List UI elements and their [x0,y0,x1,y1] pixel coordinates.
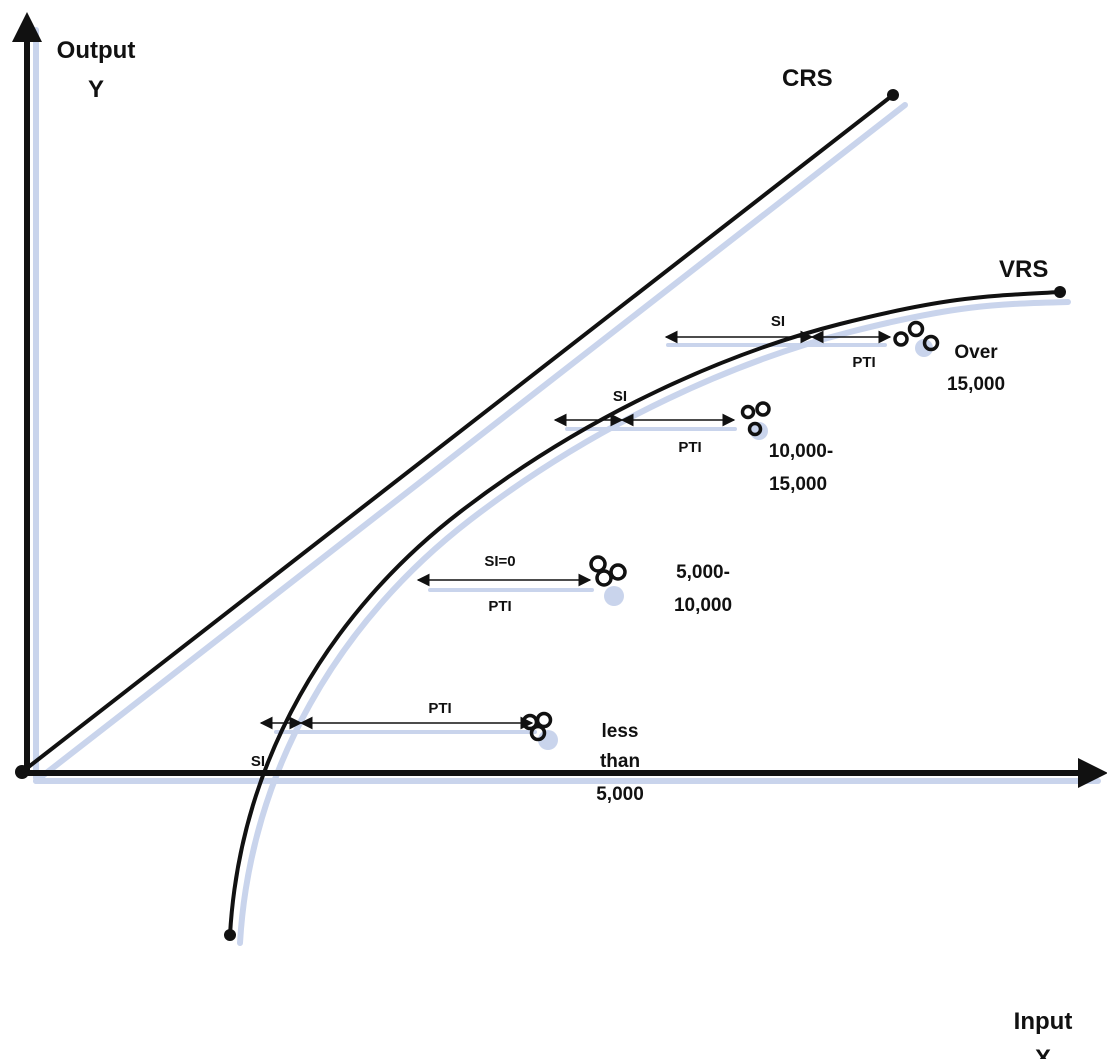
group-label-over-15000-line2: 15,000 [947,374,1005,395]
si-label-less-than-5000: SI [251,753,265,770]
pti-label-less-than-5000: PTI [428,700,451,717]
group-label-less-than-5000-line1: less [602,721,639,742]
group-label-less-than-5000-line2: than [600,751,640,772]
vrs-endpoint [1054,286,1066,298]
group-label-10000-15000-line1: 10,000- [769,441,833,462]
group-label-less-than-5000-line3: 5,000 [596,784,644,805]
x-axis-label-line2: X [1035,1045,1051,1059]
axes [11,12,1107,788]
group-label-over-15000-line1: Over [954,342,998,363]
y-axis-label-line2: Y [88,76,104,103]
y-axis-label-line1: Output [57,37,136,64]
pti-label-over-15000: PTI [852,354,875,371]
x-axis-label-line1: Input [1014,1008,1073,1035]
crs-line [20,93,895,774]
vrs-curve [228,290,1061,936]
si-label-5000-10000: SI=0 [484,553,515,570]
shadow-layer [33,27,1101,946]
crs-label: CRS [782,65,833,92]
cluster-icon-less-than-5000 [521,711,553,742]
cluster-icon-over-15000 [893,320,940,352]
si-label-over-15000: SI [771,313,785,330]
cluster-icon-5000-10000 [589,555,627,587]
group-label-5000-10000-line2: 10,000 [674,595,732,616]
si-label-10000-15000: SI [613,388,627,405]
group-label-5000-10000-line1: 5,000- [676,562,730,583]
pti-label-10000-15000: PTI [678,439,701,456]
crs-frontier [20,89,899,774]
vrs-label: VRS [999,256,1048,283]
cluster-icon-10000-15000 [740,401,771,437]
group-label-10000-15000-line2: 15,000 [769,474,827,495]
crs-endpoint [887,89,899,101]
vrs-start-point [224,929,236,941]
pti-label-5000-10000: PTI [488,598,511,615]
vrs-frontier [224,286,1066,941]
